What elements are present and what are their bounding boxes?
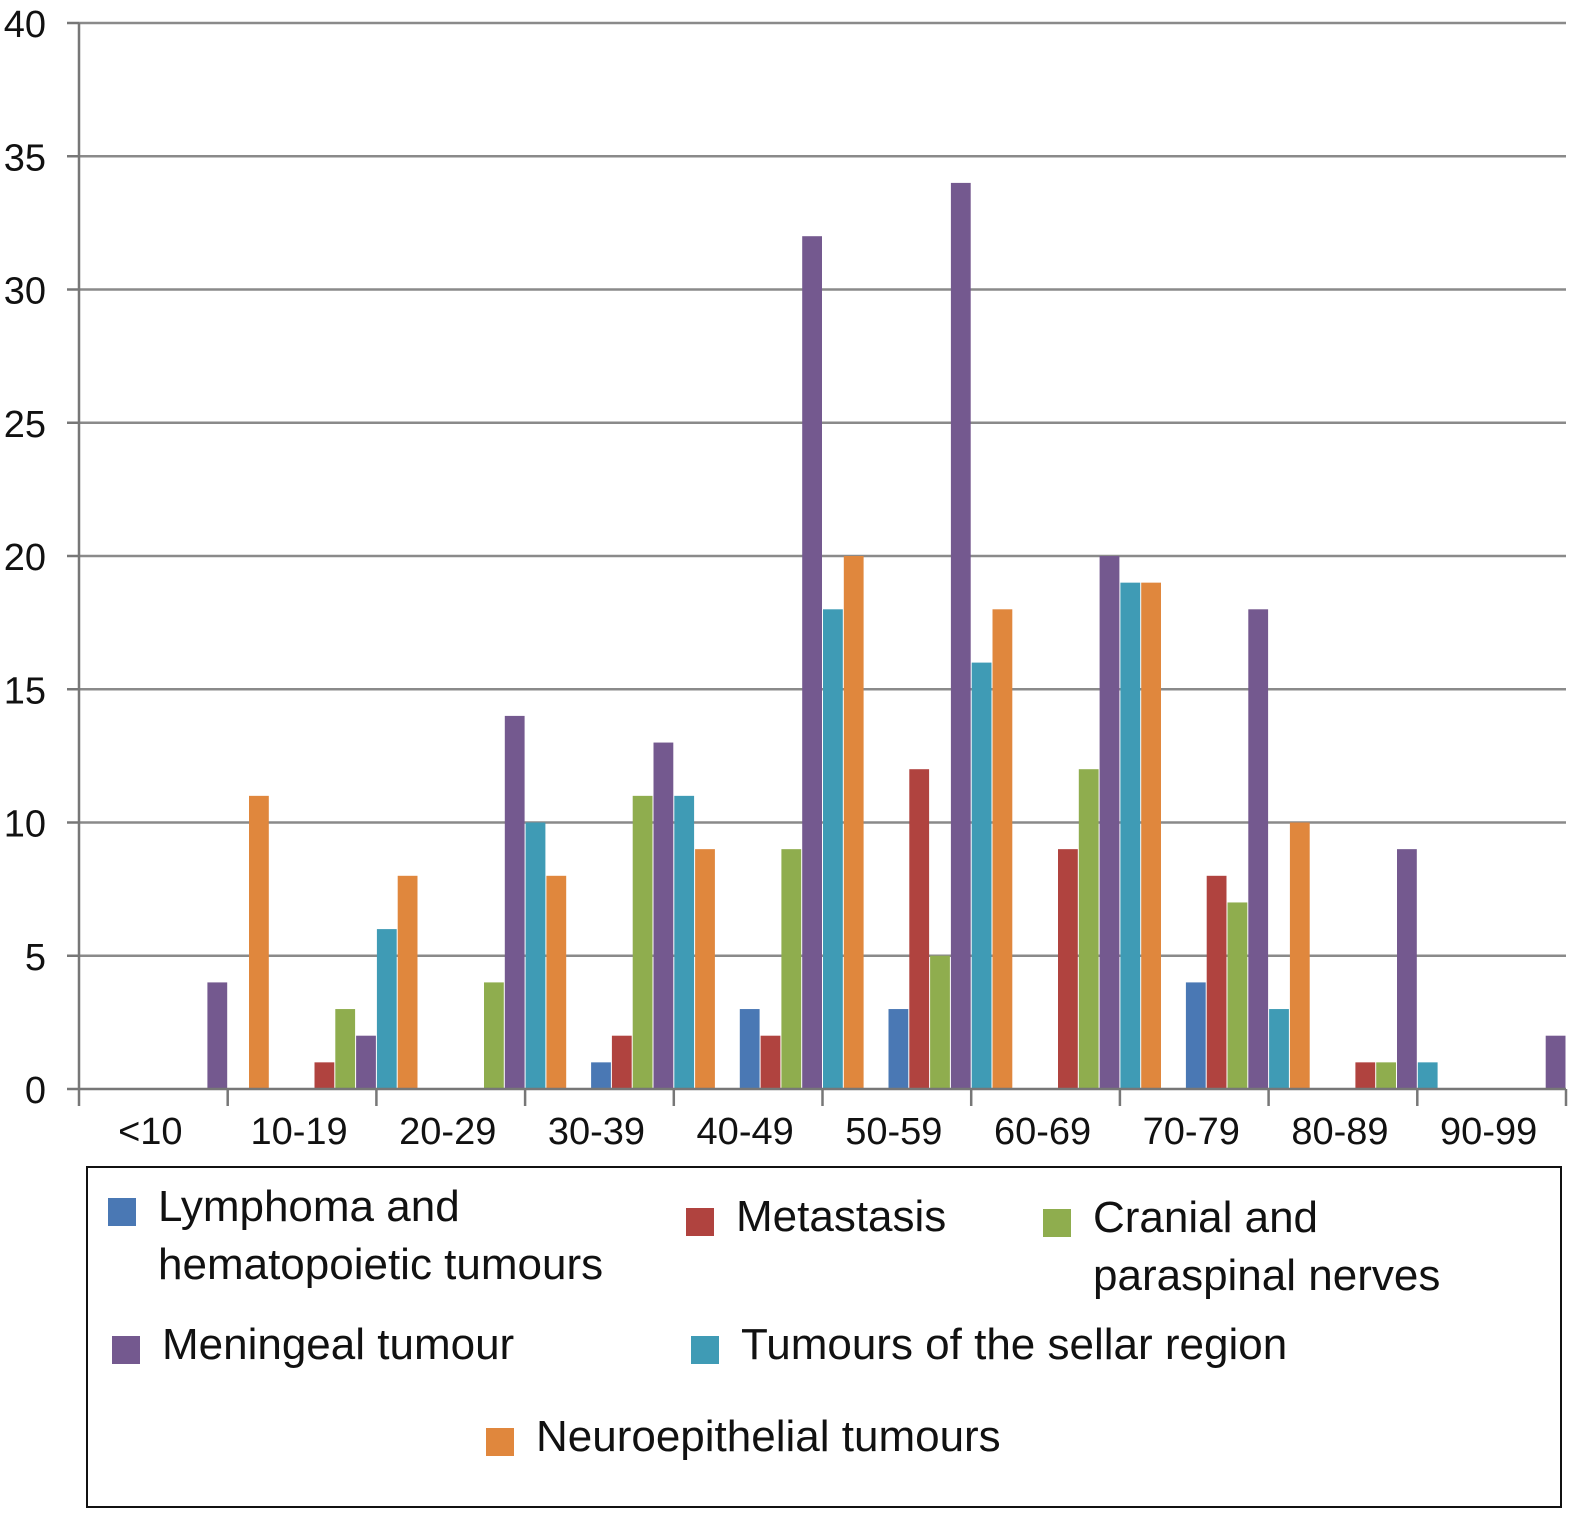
legend-label-metastasis: Metastasis xyxy=(736,1192,947,1241)
bar-s4-80-89 xyxy=(1417,1062,1438,1089)
bar-s3-80-89 xyxy=(1397,849,1417,1089)
legend-label-lymphoma: Lymphoma and hematopoietic tumours xyxy=(158,1182,604,1289)
bar-s1-10-19 xyxy=(314,1062,335,1089)
legend-label-meningeal: Meningeal tumour xyxy=(162,1320,515,1369)
y-tick-label-15: 15 xyxy=(4,670,46,712)
x-tick-label-20-29: 20-29 xyxy=(399,1111,496,1153)
bar-s1-40-49 xyxy=(760,1035,781,1089)
y-tick-label-25: 25 xyxy=(4,404,46,446)
bar-s5-20-29 xyxy=(546,875,567,1089)
legend-swatch-lymphoma xyxy=(108,1198,136,1226)
bar-s4-30-39 xyxy=(674,795,695,1089)
bar-s0-50-59 xyxy=(888,1009,909,1089)
bar-s3-70-79 xyxy=(1248,609,1269,1089)
bar-s2-40-49 xyxy=(781,849,802,1089)
bar-s3-50-59 xyxy=(950,182,971,1089)
legend-swatch-metastasis xyxy=(686,1208,714,1236)
bar-s5-<10 xyxy=(249,795,269,1089)
x-tick-label-40-49: 40-49 xyxy=(697,1111,794,1153)
y-tick-label-10: 10 xyxy=(4,804,46,846)
x-tick-label-70-79: 70-79 xyxy=(1143,1111,1240,1153)
bar-s0-30-39 xyxy=(591,1062,611,1089)
bar-s2-70-79 xyxy=(1227,902,1248,1089)
bar-s3-30-39 xyxy=(653,742,674,1089)
bar-s1-80-89 xyxy=(1355,1062,1376,1089)
bar-s4-50-59 xyxy=(971,662,992,1089)
legend-swatch-meningeal xyxy=(112,1336,140,1364)
x-tick-label-10-19: 10-19 xyxy=(250,1111,347,1153)
bar-s5-60-69 xyxy=(1141,582,1161,1089)
bar-s2-60-69 xyxy=(1078,769,1099,1089)
bar-s1-50-59 xyxy=(909,769,930,1089)
bar-s4-60-69 xyxy=(1120,582,1141,1089)
x-tick-label-60-69: 60-69 xyxy=(994,1111,1091,1153)
bar-s4-70-79 xyxy=(1269,1009,1289,1089)
bar-s2-20-29 xyxy=(484,982,504,1089)
bar-s5-40-49 xyxy=(843,556,864,1089)
legend-label-sellar: Tumours of the sellar region xyxy=(741,1320,1288,1369)
bar-s2-80-89 xyxy=(1376,1062,1396,1089)
legend-swatch-neuroepithelial xyxy=(486,1428,514,1456)
bar-s0-70-79 xyxy=(1185,982,1206,1089)
x-tick-label-<10: <10 xyxy=(118,1111,182,1153)
x-tick-label-80-89: 80-89 xyxy=(1291,1111,1388,1153)
legend: Lymphoma and hematopoietic tumours Metas… xyxy=(86,1166,1562,1508)
x-tick-label-90-99: 90-99 xyxy=(1440,1111,1537,1153)
x-tick-label-30-39: 30-39 xyxy=(548,1111,645,1153)
bar-s3-<10 xyxy=(207,982,228,1089)
bar-s3-10-19 xyxy=(356,1035,376,1089)
bar-s2-50-59 xyxy=(930,955,950,1089)
legend-label-neuroepithelial: Neuroepithelial tumours xyxy=(536,1412,1001,1461)
bar-s1-30-39 xyxy=(611,1035,632,1089)
bar-s5-50-59 xyxy=(992,609,1013,1089)
legend-label-cranial: Cranial and paraspinal nerves xyxy=(1093,1193,1441,1300)
y-tick-label-20: 20 xyxy=(4,537,46,579)
bar-s3-90-99 xyxy=(1545,1035,1566,1089)
bar-s4-40-49 xyxy=(823,609,843,1089)
legend-swatch-cranial xyxy=(1043,1209,1071,1237)
legend-swatch-sellar xyxy=(691,1336,719,1364)
bar-s0-40-49 xyxy=(739,1009,760,1089)
bar-s3-20-29 xyxy=(504,715,525,1089)
bar-s4-20-29 xyxy=(525,822,546,1089)
bar-s5-10-19 xyxy=(397,875,418,1089)
y-tick-label-30: 30 xyxy=(4,271,46,313)
y-tick-label-40: 40 xyxy=(4,4,46,46)
bar-s5-70-79 xyxy=(1289,822,1310,1089)
y-tick-label-35: 35 xyxy=(4,137,46,179)
bar-s1-60-69 xyxy=(1058,849,1078,1089)
y-tick-label-0: 0 xyxy=(25,1070,46,1112)
bar-s2-30-39 xyxy=(632,795,653,1089)
bar-s1-70-79 xyxy=(1206,875,1227,1089)
bar-s5-30-39 xyxy=(695,849,715,1089)
x-tick-label-50-59: 50-59 xyxy=(845,1111,942,1153)
y-tick-label-5: 5 xyxy=(25,937,46,979)
bar-s3-60-69 xyxy=(1099,556,1120,1089)
bar-s3-40-49 xyxy=(802,236,822,1089)
bar-s4-10-19 xyxy=(376,929,397,1089)
bar-s2-10-19 xyxy=(335,1009,356,1089)
